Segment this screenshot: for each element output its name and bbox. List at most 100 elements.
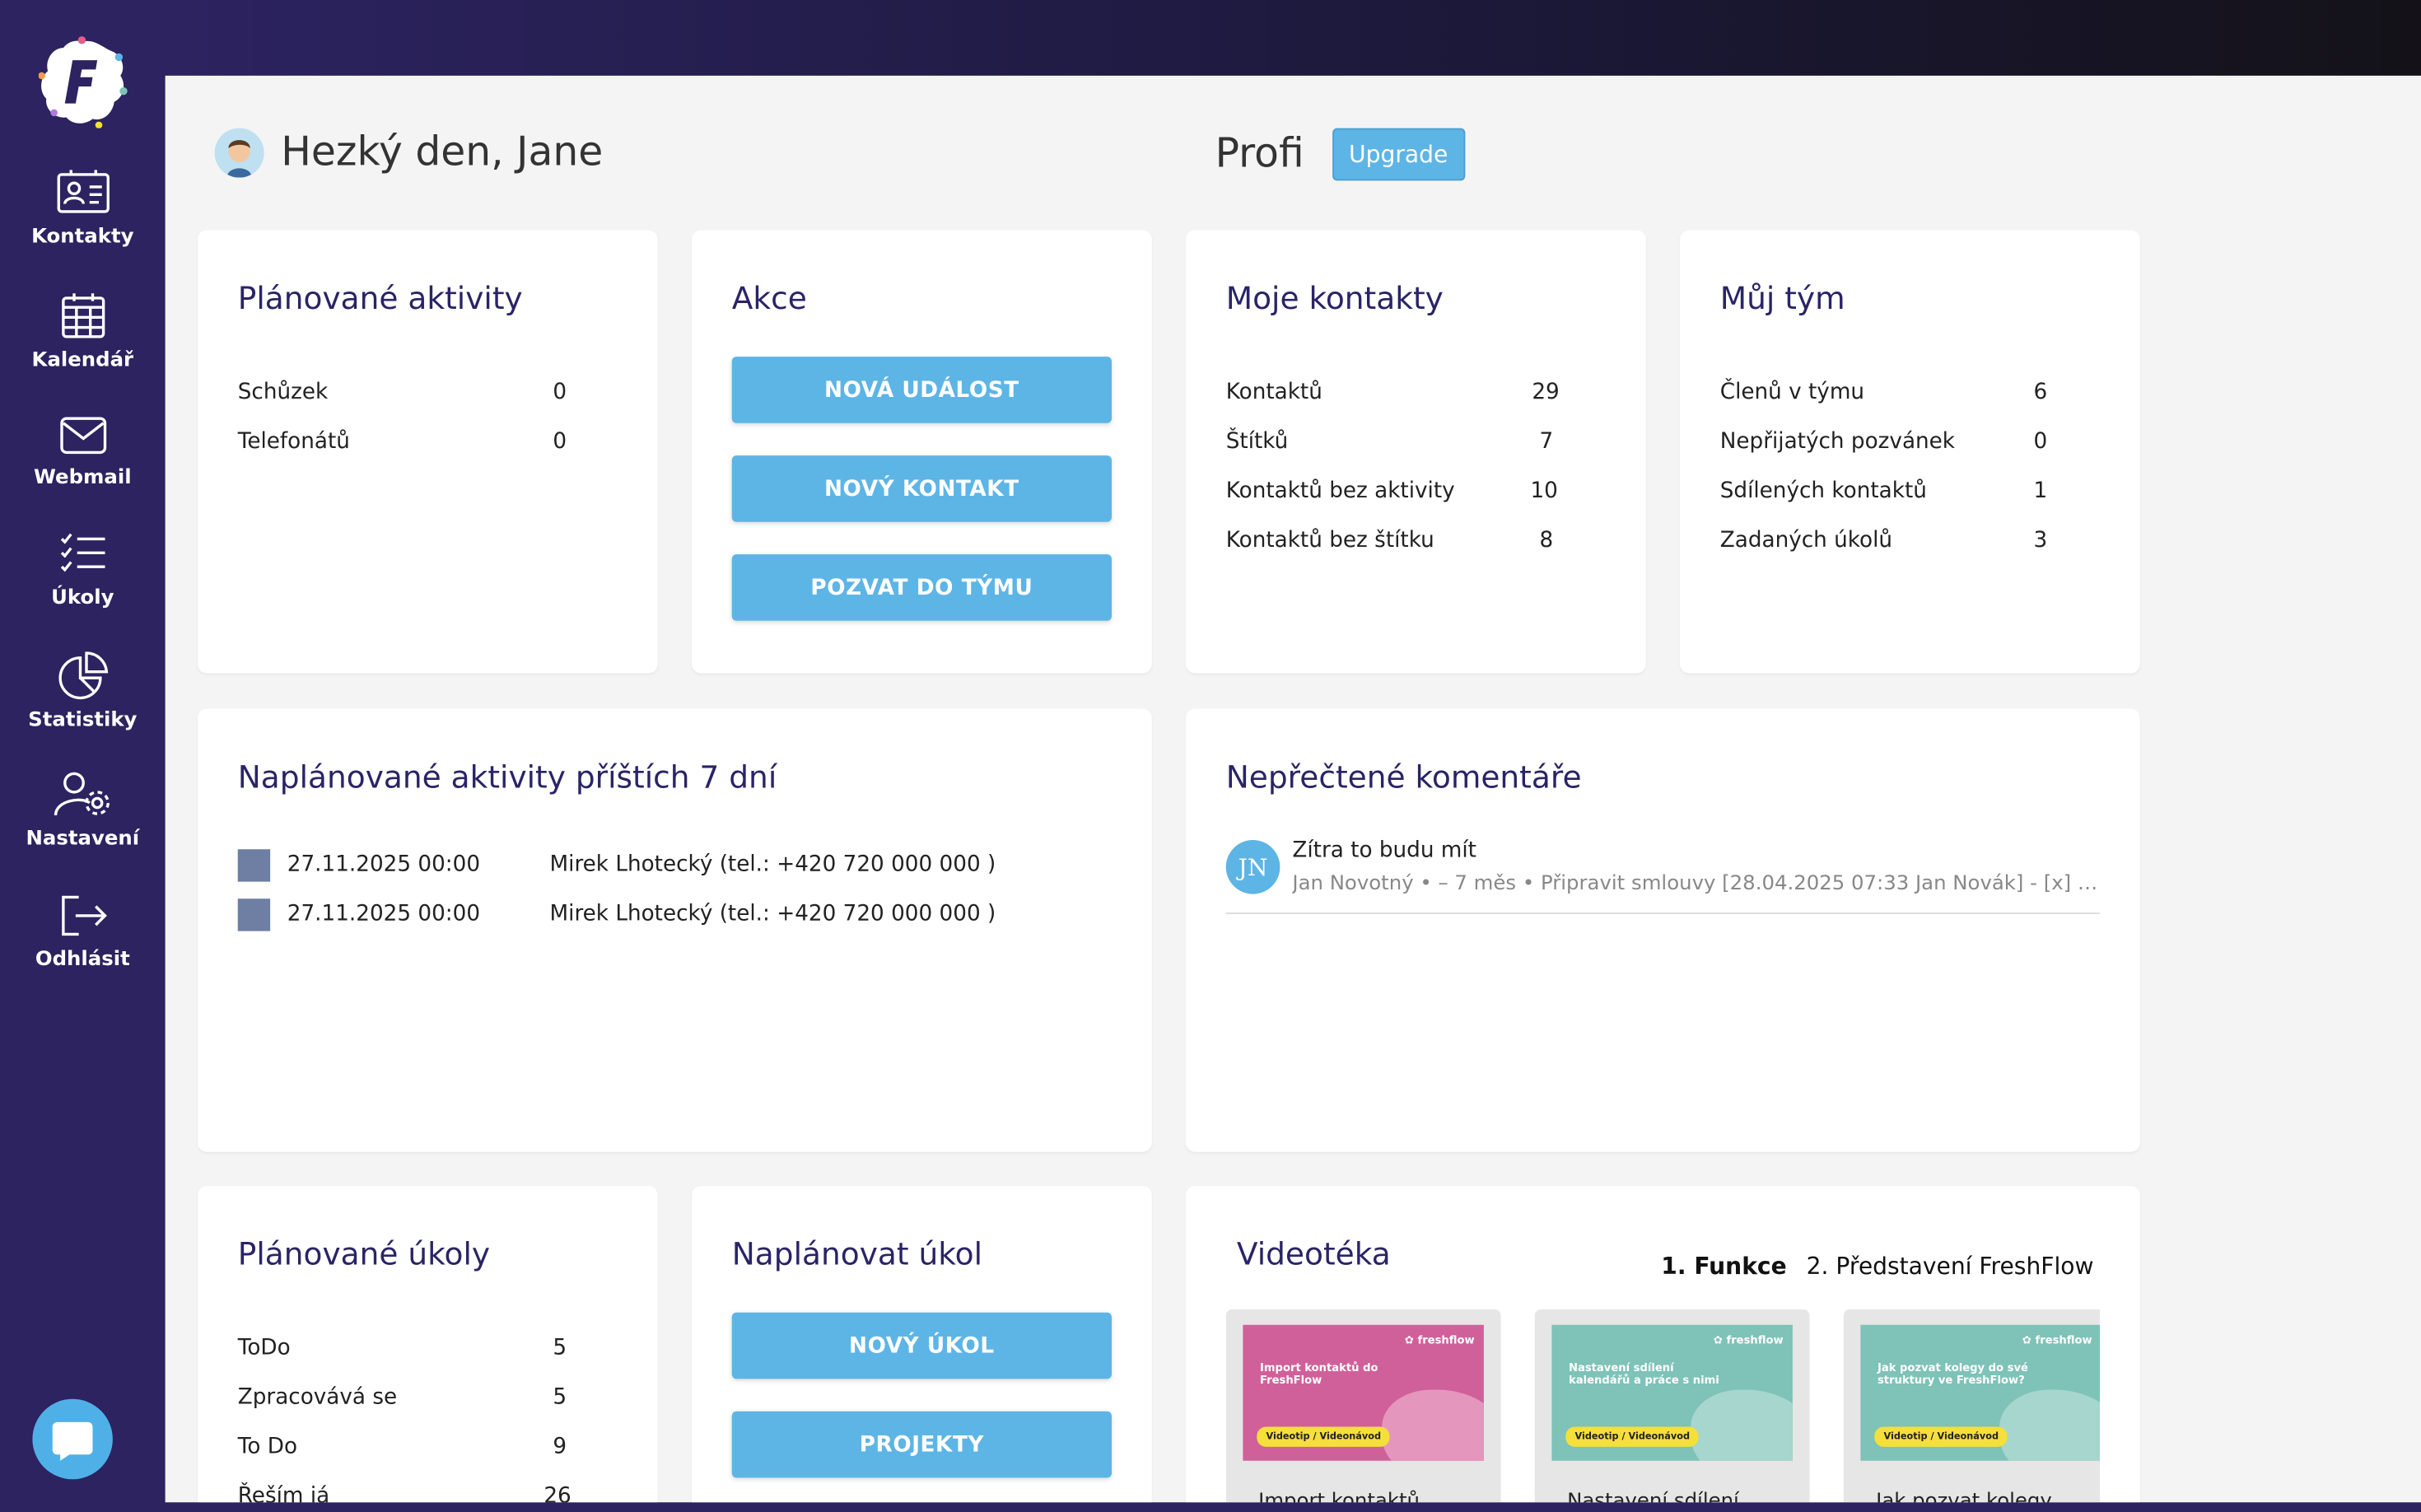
task-list-icon: [59, 533, 105, 572]
thumbnail-tag: Videotip / Videonávod: [1874, 1426, 2008, 1447]
sidebar-item-label: Kalendář: [31, 348, 134, 372]
stat-label: Sdílených kontaktů: [1719, 478, 1927, 504]
activity-color-marker: [237, 848, 271, 881]
mail-icon: [59, 417, 106, 455]
video-strip: ✿ freshflow Import kontaktů do FreshFlow…: [1225, 1309, 2100, 1503]
stat-row: Řeším já 26: [237, 1483, 571, 1503]
card-title: Naplánovat úkol: [731, 1235, 982, 1272]
stat-value: 6: [2033, 380, 2048, 405]
stat-value: 8: [1539, 528, 1554, 553]
user-gear-icon: [53, 772, 109, 816]
pie-chart-icon: [58, 651, 108, 700]
activity-row[interactable]: 27.11.2025 00:00 Mirek Lhotecký (tel.: +…: [237, 897, 996, 931]
stat-label: Zadaných úkolů: [1719, 528, 1893, 553]
freshflow-logo[interactable]: [38, 35, 128, 129]
card-title: Nepřečtené komentáře: [1225, 758, 1582, 796]
video-tab-predstaveni[interactable]: 2. Představení FreshFlow: [1806, 1252, 2094, 1281]
stat-row: Členů v týmu 6: [1719, 380, 2048, 405]
stat-label: Schůzek: [237, 380, 329, 405]
stat-label: Řeším já: [237, 1483, 330, 1503]
sidebar-item-ukoly[interactable]: Úkoly: [0, 531, 166, 639]
my-team-card: Můj tým Členů v týmu 6 Nepřijatých pozvá…: [1680, 230, 2140, 674]
schedule-task-card: Naplánovat úkol NOVÝ ÚKOL PROJEKTY: [692, 1186, 1152, 1503]
card-title: Plánované aktivity: [237, 279, 523, 317]
sidebar-item-nastaveni[interactable]: Nastavení: [0, 769, 166, 877]
top-bar: [165, 0, 2421, 76]
sidebar-item-webmail[interactable]: Webmail: [0, 414, 166, 522]
video-tabs: 1. Funkce 2. Představení FreshFlow: [1661, 1253, 2093, 1281]
video-card[interactable]: ✿ freshflow Nastavení sdílení kalendářů …: [1534, 1309, 1810, 1503]
new-task-button[interactable]: NOVÝ ÚKOL: [731, 1312, 1112, 1379]
stat-row: Telefonátů 0: [237, 429, 567, 455]
sidebar-item-kontakty[interactable]: Kontakty: [0, 170, 166, 278]
thumbnail-tag: Videotip / Videonávod: [1257, 1426, 1391, 1447]
activity-date: 27.11.2025 00:00: [287, 852, 481, 877]
stat-label: Kontaktů bez štítku: [1225, 528, 1434, 553]
stat-row: Kontaktů bez štítku 8: [1225, 528, 1554, 553]
stat-label: Členů v týmu: [1719, 380, 1865, 405]
comment-meta: Jan Novotný • – 7 měs • Připravit smlouv…: [1292, 872, 2100, 896]
stat-row: Schůzek 0: [237, 380, 567, 405]
thumbnail-tag: Videotip / Videonávod: [1565, 1426, 1700, 1447]
stat-label: Štítků: [1225, 429, 1289, 455]
stat-row: Sdílených kontaktů 1: [1719, 478, 2048, 504]
stat-label: Kontaktů: [1225, 380, 1322, 405]
video-library-card: Videotéka 1. Funkce 2. Představení Fresh…: [1186, 1186, 2140, 1503]
stat-value: 5: [553, 1335, 567, 1360]
stat-label: To Do: [237, 1434, 298, 1459]
thumbnail-brand: ✿ freshflow: [1713, 1334, 1784, 1346]
projects-button[interactable]: PROJEKTY: [731, 1411, 1112, 1478]
activity-color-marker: [237, 898, 271, 931]
stat-row: Zpracovává se 5: [238, 1385, 567, 1410]
activity-row[interactable]: 27.11.2025 00:00 Mirek Lhotecký (tel.: +…: [237, 847, 996, 881]
greeting: Hezký den, Jane: [214, 125, 603, 181]
chat-button[interactable]: [32, 1398, 113, 1480]
stat-row: Nepřijatých pozvánek 0: [1719, 429, 2048, 455]
new-contact-button[interactable]: NOVÝ KONTAKT: [731, 455, 1112, 522]
invite-to-team-button[interactable]: POZVAT DO TÝMU: [731, 554, 1112, 621]
sidebar-item-statistiky[interactable]: Statistiky: [0, 650, 166, 758]
new-event-button[interactable]: NOVÁ UDÁLOST: [731, 357, 1112, 423]
stat-value: 29: [1532, 380, 1560, 405]
comment-title: Zítra to budu mít: [1292, 838, 1476, 864]
stat-value: 9: [553, 1434, 567, 1459]
thumbnail-title: Jak pozvat kolegy do své struktury ve Fr…: [1878, 1361, 2028, 1387]
sidebar-item-label: Nastavení: [26, 828, 140, 852]
stat-row: ToDo 5: [237, 1335, 567, 1360]
contacts-card-icon: [56, 170, 109, 213]
video-thumbnail: ✿ freshflow Jak pozvat kolegy do své str…: [1860, 1324, 2100, 1461]
upgrade-button[interactable]: Upgrade: [1332, 128, 1465, 181]
stat-value: 3: [2033, 528, 2048, 553]
logout-icon: [61, 895, 106, 936]
stat-row: Kontaktů 29: [1225, 380, 1560, 405]
stat-value: 10: [1530, 478, 1558, 504]
video-card[interactable]: ✿ freshflow Import kontaktů do FreshFlow…: [1225, 1309, 1501, 1503]
card-title: Akce: [731, 279, 807, 317]
thumbnail-title: Nastavení sdílení kalendářů a práce s ni…: [1569, 1361, 1719, 1387]
stat-row: To Do 9: [237, 1434, 567, 1459]
stat-label: ToDo: [237, 1335, 291, 1360]
thumbnail-title: Import kontaktů do FreshFlow: [1260, 1361, 1378, 1387]
activity-text: Mirek Lhotecký (tel.: +420 720 000 000 ): [549, 852, 996, 877]
video-tab-funkce[interactable]: 1. Funkce: [1661, 1252, 1787, 1281]
card-title: Můj tým: [1719, 279, 1845, 317]
stat-label: Telefonátů: [237, 429, 350, 455]
video-label: Nastavení sdílení: [1567, 1490, 1739, 1503]
thumbnail-brand: ✿ freshflow: [2022, 1334, 2092, 1346]
stat-value: 26: [543, 1483, 571, 1503]
video-label: Import kontaktů: [1258, 1490, 1420, 1503]
stat-row: Kontaktů bez aktivity 10: [1226, 478, 1558, 503]
sidebar-item-odhlasit[interactable]: Odhlásit: [0, 893, 166, 1001]
comment-item[interactable]: JN Zítra to budu mít Jan Novotný • – 7 m…: [1225, 826, 2100, 914]
stat-value: 1: [2033, 478, 2048, 504]
sidebar-item-kalendar[interactable]: Kalendář: [0, 291, 166, 399]
stat-value: 5: [553, 1384, 567, 1410]
plan-info: Profi Upgrade: [1215, 128, 1465, 181]
stat-row: Zadaných úkolů 3: [1719, 528, 2048, 553]
card-title: Plánované úkoly: [237, 1235, 491, 1272]
avatar[interactable]: [214, 128, 264, 178]
video-card[interactable]: ✿ freshflow Jak pozvat kolegy do své str…: [1843, 1309, 2100, 1503]
plan-name: Profi: [1215, 131, 1304, 178]
stat-label: Nepřijatých pozvánek: [1719, 429, 1956, 455]
comment-avatar: JN: [1225, 840, 1280, 894]
